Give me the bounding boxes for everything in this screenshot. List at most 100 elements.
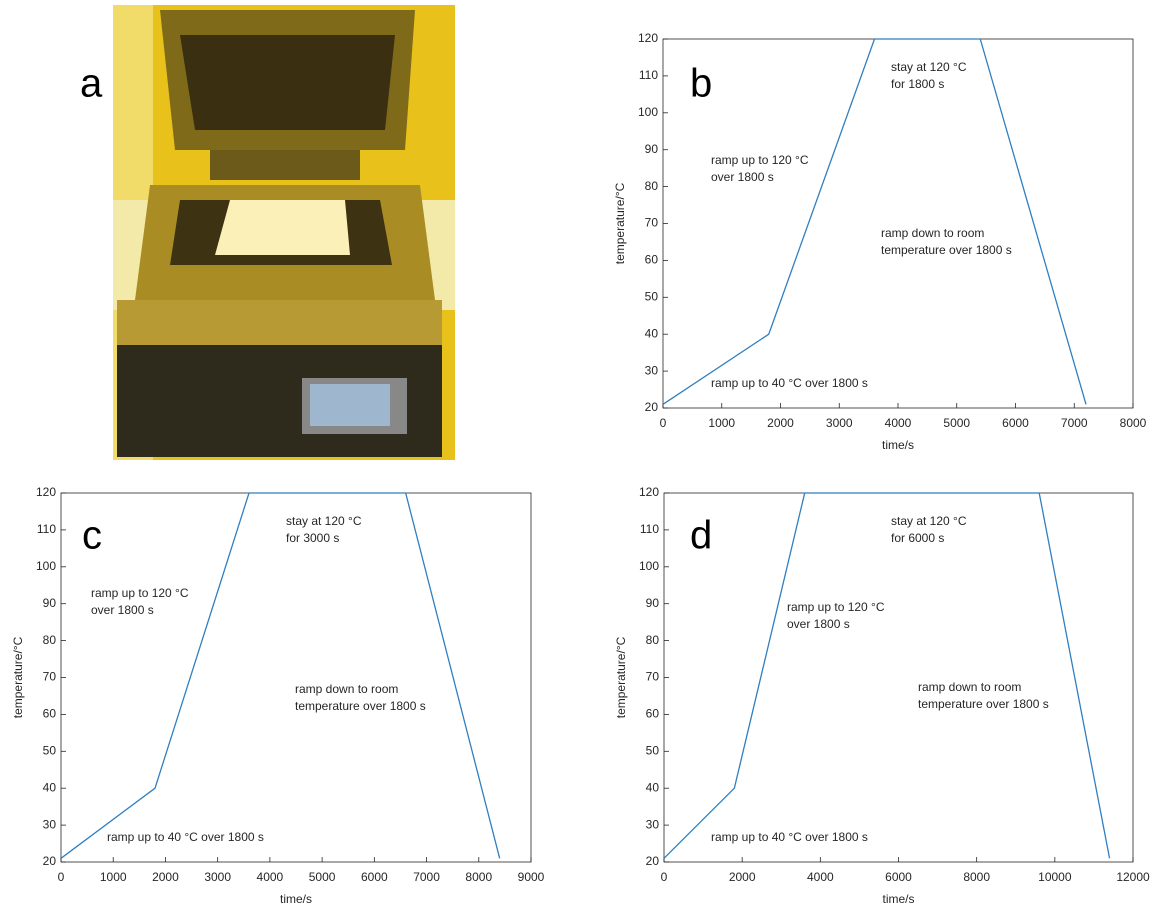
x-tick-label: 0 [660,416,667,430]
x-axis-label: time/s [882,438,914,452]
y-tick-label: 110 [639,68,658,82]
y-tick-label: 70 [43,670,57,684]
annotation: ramp down to room [295,682,398,696]
plot-area [662,38,1134,409]
x-tick-label: 8000 [963,870,990,884]
y-tick-label: 40 [645,326,659,340]
x-axis-label: time/s [280,892,312,906]
x-tick-label: 8000 [1120,416,1147,430]
x-tick-label: 9000 [518,870,545,884]
y-tick-label: 110 [640,522,659,536]
y-tick-label: 70 [646,670,660,684]
photo-sample [215,200,350,255]
y-tick-label: 50 [43,743,57,757]
x-tick-label: 6000 [885,870,912,884]
data-line [663,492,1111,859]
annotation: for 6000 s [891,531,944,545]
y-tick-label: 60 [646,707,660,721]
annotation: ramp up to 40 °C over 1800 s [107,830,264,844]
annotation: stay at 120 °C [891,60,967,74]
y-tick-label: 70 [645,216,659,230]
y-tick-label: 40 [646,780,660,794]
data-line [662,38,1087,405]
annotation: ramp up to 40 °C over 1800 s [711,830,868,844]
annotation: temperature over 1800 s [881,243,1012,257]
x-tick-label: 4000 [885,416,912,430]
x-tick-label: 5000 [309,870,336,884]
y-tick-label: 30 [43,817,57,831]
annotation: over 1800 s [711,170,774,184]
annotation: for 3000 s [286,531,339,545]
y-axis-label: temperature/°C [613,182,627,264]
plot-area [60,492,532,863]
y-axis-label: temperature/°C [614,636,628,718]
x-tick-label: 3000 [204,870,231,884]
annotation: ramp up to 40 °C over 1800 s [711,376,868,390]
y-tick-label: 100 [639,559,659,573]
panel-label: a [80,62,103,106]
x-axis-label: time/s [882,892,914,906]
panel-label: b [690,62,712,106]
y-tick-label: 30 [645,363,659,377]
y-tick-label: 120 [36,485,56,499]
x-tick-label: 2000 [152,870,179,884]
x-tick-label: 7000 [1061,416,1088,430]
y-tick-label: 30 [646,817,660,831]
annotation: stay at 120 °C [286,514,362,528]
annotation: over 1800 s [787,617,850,631]
x-tick-label: 6000 [361,870,388,884]
x-tick-label: 2000 [729,870,756,884]
x-tick-label: 12000 [1116,870,1150,884]
y-tick-label: 20 [646,854,660,868]
x-tick-label: 5000 [943,416,970,430]
y-tick-label: 50 [645,289,659,303]
annotation: over 1800 s [91,603,154,617]
x-tick-label: 8000 [465,870,492,884]
x-tick-label: 4000 [807,870,834,884]
panel-label: c [82,514,102,558]
y-tick-label: 80 [43,633,57,647]
y-tick-label: 20 [645,400,659,414]
y-tick-label: 110 [37,522,56,536]
x-tick-label: 1000 [708,416,735,430]
x-tick-label: 1000 [100,870,127,884]
photo [113,5,455,460]
annotation: ramp down to room [881,226,984,240]
y-tick-label: 20 [43,854,57,868]
photo-lid-window [180,35,395,130]
x-tick-label: 6000 [1002,416,1029,430]
data-line [60,492,501,859]
y-tick-label: 80 [645,179,659,193]
annotation: ramp up to 120 °C [91,586,189,600]
y-tick-label: 90 [645,142,659,156]
y-tick-label: 120 [639,485,659,499]
annotation: ramp up to 120 °C [787,600,885,614]
x-tick-label: 7000 [413,870,440,884]
y-axis-label: temperature/°C [11,636,25,718]
y-tick-label: 40 [43,780,57,794]
y-tick-label: 60 [43,707,57,721]
annotation: stay at 120 °C [891,514,967,528]
y-tick-label: 90 [646,596,660,610]
annotation: ramp up to 120 °C [711,153,809,167]
annotation: temperature over 1800 s [295,699,426,713]
photo-hinge [210,150,360,180]
y-tick-label: 50 [646,743,660,757]
panel-label: d [690,514,712,558]
y-tick-label: 100 [36,559,56,573]
x-tick-label: 4000 [257,870,284,884]
x-tick-label: 0 [58,870,65,884]
x-tick-label: 10000 [1038,870,1072,884]
x-tick-label: 3000 [826,416,853,430]
y-tick-label: 120 [638,31,658,45]
y-tick-label: 60 [645,253,659,267]
x-tick-label: 2000 [767,416,794,430]
annotation: ramp down to room [918,680,1021,694]
y-tick-label: 90 [43,596,57,610]
annotation: for 1800 s [891,77,944,91]
photo-top-panel [117,300,442,345]
y-tick-label: 100 [638,105,658,119]
x-tick-label: 0 [661,870,668,884]
plot-area [663,492,1134,863]
